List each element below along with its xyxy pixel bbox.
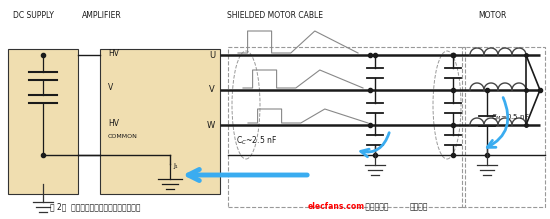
FancyBboxPatch shape: [100, 49, 220, 194]
Text: MOTOR: MOTOR: [478, 11, 507, 20]
Text: U: U: [209, 51, 215, 60]
Text: HV: HV: [108, 48, 119, 58]
Text: SHIELDED MOTOR CABLE: SHIELDED MOTOR CABLE: [227, 11, 323, 20]
FancyBboxPatch shape: [8, 49, 78, 194]
Text: elecfans.com: elecfans.com: [308, 202, 365, 211]
Text: V: V: [108, 83, 113, 92]
Text: W: W: [207, 120, 215, 129]
Text: J₁: J₁: [173, 163, 178, 169]
Text: C$_M$~0.5 nF: C$_M$~0.5 nF: [491, 112, 530, 123]
Text: 图 2，  将驱动电缆屏蔽可使噪声电流安全: 图 2， 将驱动电缆屏蔽可使噪声电流安全: [50, 202, 140, 211]
Text: C$_C$~2.5 nF: C$_C$~2.5 nF: [236, 134, 277, 147]
Text: 电子发烧友: 电子发烧友: [363, 202, 388, 211]
Text: 流入地。: 流入地。: [410, 202, 428, 211]
Text: V: V: [209, 85, 215, 95]
Text: HV: HV: [108, 118, 119, 127]
Text: DC SUPPLY: DC SUPPLY: [13, 11, 53, 20]
Text: COMMON: COMMON: [108, 134, 138, 140]
Text: AMPLIFIER: AMPLIFIER: [82, 11, 122, 20]
